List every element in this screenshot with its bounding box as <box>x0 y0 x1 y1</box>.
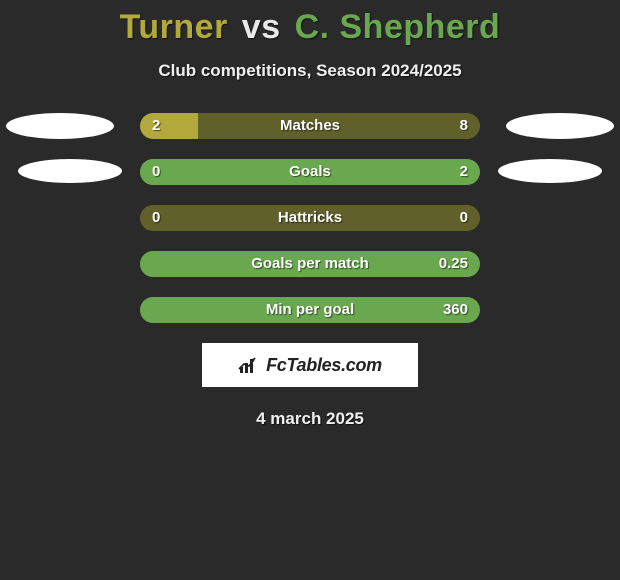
chart-icon <box>238 355 260 375</box>
stat-bar: 0.25Goals per match <box>140 251 480 277</box>
bar-label: Goals per match <box>140 251 480 277</box>
date-text: 4 march 2025 <box>0 409 620 429</box>
player2-name: C. Shepherd <box>295 8 501 46</box>
bar-label: Min per goal <box>140 297 480 323</box>
stat-bar: 360Min per goal <box>140 297 480 323</box>
subtitle: Club competitions, Season 2024/2025 <box>0 61 620 81</box>
decor-ellipse-left-1 <box>6 113 114 139</box>
decor-ellipse-right-1 <box>506 113 614 139</box>
badge-text: FcTables.com <box>266 355 382 376</box>
fctables-badge[interactable]: FcTables.com <box>202 343 418 387</box>
bar-label: Matches <box>140 113 480 139</box>
comparison-title: Turner vs C. Shepherd <box>0 0 620 47</box>
decor-ellipse-left-2 <box>18 159 122 183</box>
bar-label: Goals <box>140 159 480 185</box>
stat-bar: 02Goals <box>140 159 480 185</box>
decor-ellipse-right-2 <box>498 159 602 183</box>
stat-bar: 00Hattricks <box>140 205 480 231</box>
bars-container: 28Matches 02Goals 00Hattricks 0.25Goals per… <box>140 113 480 323</box>
vs-text: vs <box>242 8 281 46</box>
bar-label: Hattricks <box>140 205 480 231</box>
comparison-stage: 28Matches 02Goals 00Hattricks 0.25Goals per… <box>0 113 620 323</box>
stat-bar: 28Matches <box>140 113 480 139</box>
player1-name: Turner <box>120 8 228 46</box>
